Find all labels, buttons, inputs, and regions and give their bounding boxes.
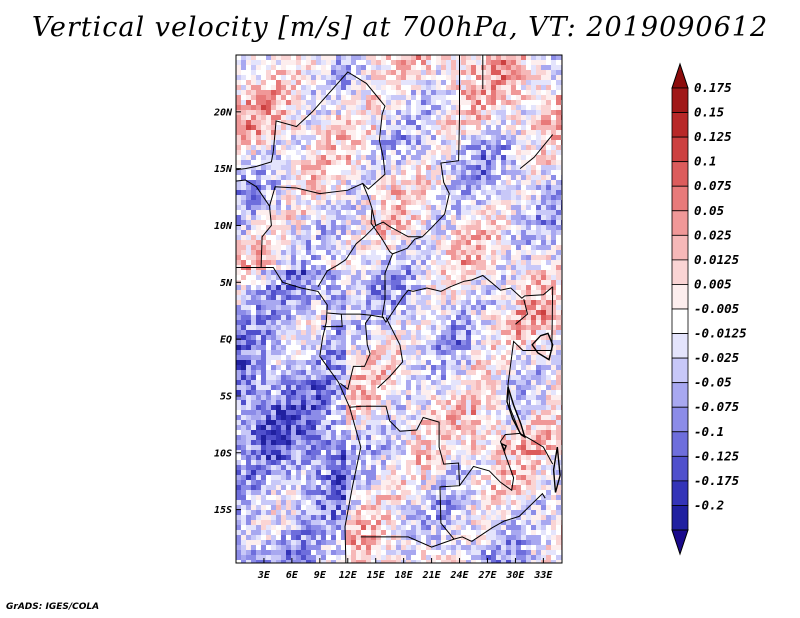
colorbar-label: 0.175 bbox=[694, 80, 732, 95]
latitude-axis: 20N 15N 10N 5N EQ 5S 10S 15S bbox=[213, 107, 241, 516]
border-line bbox=[349, 405, 472, 542]
border-line bbox=[515, 299, 529, 325]
lat-tick-label: 20N bbox=[213, 107, 233, 118]
colorbar-swatch bbox=[671, 505, 689, 531]
colorbar-label: -0.2 bbox=[694, 497, 724, 512]
colorbar: 0.175 0.15 0.125 0.1 0.075 0.05 0.025 0.0125 0.0… bbox=[671, 62, 747, 556]
colorbar-label: 0.125 bbox=[694, 129, 732, 144]
lon-tick-label: 30E bbox=[505, 570, 525, 581]
colorbar-swatch bbox=[671, 136, 689, 163]
country-borders bbox=[236, 55, 561, 563]
lon-tick-label: 27E bbox=[477, 570, 497, 581]
lat-tick-label: EQ bbox=[220, 335, 232, 346]
border-line bbox=[322, 314, 343, 328]
lon-tick-label: 21E bbox=[422, 570, 442, 581]
colorbar-label: 0.025 bbox=[694, 227, 732, 242]
grads-credit: GrADS: IGES/COLA bbox=[6, 602, 100, 612]
lon-tick-label: 9E bbox=[314, 570, 327, 581]
lake-outline bbox=[506, 386, 526, 439]
colorbar-label: -0.175 bbox=[694, 473, 740, 488]
border-line bbox=[377, 317, 404, 389]
lon-tick-label: 24E bbox=[450, 570, 470, 581]
border-line bbox=[327, 312, 385, 318]
velocity-field bbox=[236, 55, 562, 563]
colorbar-swatch bbox=[671, 382, 689, 408]
lon-tick-label: 3E bbox=[257, 570, 271, 581]
colorbar-swatch bbox=[671, 161, 689, 187]
colorbar-bottom-arrow bbox=[671, 529, 689, 556]
lake-outline bbox=[552, 446, 561, 493]
border-line bbox=[370, 208, 423, 255]
colorbar-swatch bbox=[671, 455, 689, 482]
lat-tick-label: 5S bbox=[220, 391, 232, 402]
colorbar-label: -0.0125 bbox=[694, 326, 747, 341]
lat-tick-label: 10N bbox=[214, 221, 233, 232]
border-line bbox=[511, 286, 554, 357]
lat-tick-label: 5N bbox=[220, 278, 233, 289]
colorbar-swatch bbox=[671, 431, 689, 457]
colorbar-swatch bbox=[671, 333, 689, 359]
lon-tick-label: 6E bbox=[286, 570, 299, 581]
border-line bbox=[339, 315, 372, 390]
border-line bbox=[236, 151, 274, 171]
colorbar-swatch bbox=[671, 308, 689, 334]
colorbar-label: 0.05 bbox=[694, 203, 725, 218]
border-line bbox=[375, 55, 460, 238]
colorbar-label: 0.15 bbox=[694, 105, 725, 120]
lat-tick-label: 15S bbox=[214, 505, 232, 516]
lake-outline bbox=[531, 332, 554, 361]
border-line bbox=[272, 71, 386, 190]
border-line bbox=[236, 267, 362, 563]
map-frame bbox=[235, 54, 563, 564]
border-line bbox=[471, 492, 546, 542]
colorbar-label: -0.125 bbox=[694, 448, 740, 463]
colorbar-swatch bbox=[671, 406, 689, 433]
colorbar-swatch bbox=[671, 87, 689, 113]
colorbar-label: -0.05 bbox=[694, 375, 732, 390]
lon-tick-label: 15E bbox=[367, 570, 386, 581]
colorbar-label: -0.1 bbox=[694, 424, 724, 439]
colorbar-label: -0.005 bbox=[694, 301, 740, 316]
colorbar-label: -0.075 bbox=[694, 399, 740, 414]
colorbar-swatch bbox=[671, 112, 689, 138]
longitude-axis: 3E 6E 9E 12E 15E 18E 21E 24E 27E 30E 33E bbox=[257, 558, 553, 581]
lat-tick-label: 15N bbox=[214, 164, 233, 175]
colorbar-top-arrow bbox=[671, 62, 689, 89]
colorbar-swatch bbox=[671, 357, 689, 384]
colorbar-label: 0.1 bbox=[694, 154, 717, 169]
border-line bbox=[381, 253, 554, 324]
lon-tick-label: 12E bbox=[339, 570, 358, 581]
colorbar-swatch bbox=[671, 210, 689, 236]
colorbar-swatch bbox=[671, 480, 689, 506]
colorbar-swatch bbox=[671, 185, 689, 212]
colorbar-swatch bbox=[671, 284, 689, 310]
colorbar-label: 0.005 bbox=[694, 276, 732, 291]
lon-tick-label: 18E bbox=[395, 570, 414, 581]
lake-outline bbox=[500, 442, 507, 453]
lon-tick-label: 33E bbox=[533, 570, 553, 581]
colorbar-label: -0.025 bbox=[694, 350, 740, 365]
colorbar-label: 0.075 bbox=[694, 178, 732, 193]
border-line bbox=[459, 432, 521, 492]
lat-tick-label: 10S bbox=[214, 448, 232, 459]
colorbar-swatch bbox=[671, 234, 689, 261]
colorbar-label: 0.0125 bbox=[694, 252, 740, 267]
border-line bbox=[360, 536, 455, 548]
border-line bbox=[519, 134, 554, 169]
map-title: Vertical velocity [m/s] at 700hPa, VT: 2… bbox=[31, 12, 769, 43]
colorbar-swatch bbox=[671, 259, 689, 285]
